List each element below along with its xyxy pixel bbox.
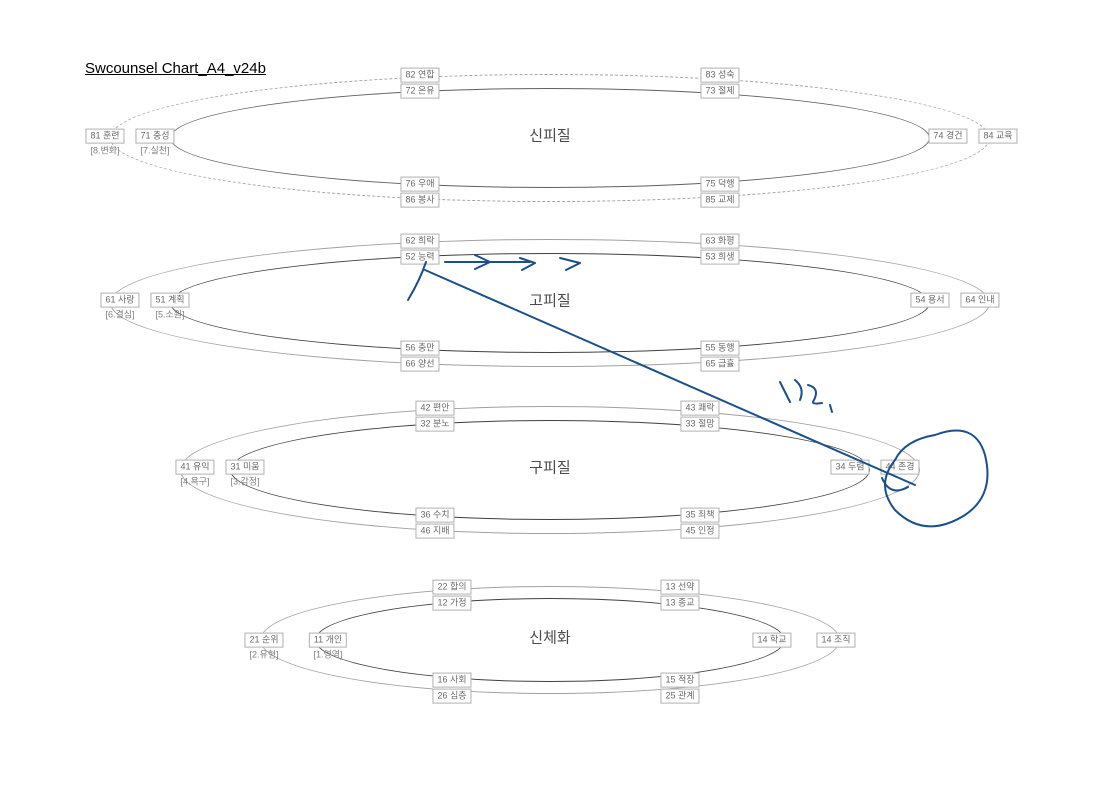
chart-title: Swcounsel Chart_A4_v24b <box>85 60 266 77</box>
node-box-32: 32 분노 <box>415 417 454 432</box>
layer-label: 고피질 <box>529 290 570 311</box>
node-box-22: 22 합의 <box>432 580 471 595</box>
node-box-15: 15 적장 <box>660 673 699 688</box>
node-box-43: 43 쾌락 <box>680 401 719 416</box>
node-box-44: 44 존경 <box>880 460 919 475</box>
node-box-76: 76 우애 <box>400 177 439 192</box>
node-box-34: 34 두렴 <box>830 460 869 475</box>
node-box-36: 36 수치 <box>415 508 454 523</box>
caption: [5.소원] <box>155 308 184 321</box>
layer-label: 구피질 <box>529 457 570 478</box>
caption: [7.실천] <box>140 144 169 157</box>
node-box-72: 72 온유 <box>400 84 439 99</box>
caption: [3.감정] <box>230 475 259 488</box>
node-box-51: 51 계획 <box>150 293 189 308</box>
node-box-41: 41 유익 <box>175 460 214 475</box>
node-box-65: 65 급휼 <box>700 357 739 372</box>
node-box-46: 46 지배 <box>415 524 454 539</box>
node-box-13: 13 종교 <box>660 596 699 611</box>
node-box-85: 85 교제 <box>700 193 739 208</box>
node-box-74: 74 경건 <box>928 129 967 144</box>
node-box-16: 16 사회 <box>432 673 471 688</box>
caption: [8.변화] <box>90 144 119 157</box>
node-box-86: 86 봉사 <box>400 193 439 208</box>
node-box-21: 21 순위 <box>244 633 283 648</box>
caption: [4.욕구] <box>180 475 209 488</box>
node-box-81: 81 훈련 <box>85 129 124 144</box>
node-box-25: 25 관계 <box>660 689 699 704</box>
node-box-83: 83 성숙 <box>700 68 739 83</box>
node-box-13s: 13 선약 <box>660 580 699 595</box>
layer-label: 신피질 <box>529 125 570 146</box>
node-box-62: 62 희락 <box>400 234 439 249</box>
node-box-45: 45 인정 <box>680 524 719 539</box>
node-box-63: 63 화평 <box>700 234 739 249</box>
node-box-11: 11 개인 <box>309 633 347 648</box>
node-box-12: 12 가정 <box>432 596 471 611</box>
layer-label: 신체화 <box>529 627 570 648</box>
node-box-14: 14 조직 <box>816 633 855 648</box>
caption: [6.결심] <box>105 308 134 321</box>
node-box-56: 56 충만 <box>400 341 439 356</box>
node-box-33: 33 절망 <box>680 417 719 432</box>
node-box-82: 82 연합 <box>400 68 439 83</box>
node-box-53: 53 희생 <box>700 250 739 265</box>
annotation-text_scribble <box>780 380 832 412</box>
node-box-26: 26 심층 <box>432 689 471 704</box>
node-box-52: 52 능력 <box>400 250 439 265</box>
node-box-42: 42 편안 <box>415 401 454 416</box>
caption: [1.영역] <box>313 648 342 661</box>
node-box-73: 73 절제 <box>700 84 739 99</box>
node-box-54: 54 용서 <box>910 293 949 308</box>
node-box-61: 61 사랑 <box>100 293 139 308</box>
node-box-55: 55 동행 <box>700 341 739 356</box>
node-box-31: 31 미움 <box>225 460 264 475</box>
node-box-71: 71 충성 <box>135 129 174 144</box>
node-box-14s: 14 학교 <box>752 633 791 648</box>
node-box-35: 35 죄책 <box>680 508 719 523</box>
node-box-84: 84 교육 <box>978 129 1017 144</box>
node-box-66: 66 양선 <box>400 357 439 372</box>
node-box-64: 64 인내 <box>960 293 999 308</box>
caption: [2.유형] <box>249 648 278 661</box>
node-box-75: 75 덕행 <box>700 177 739 192</box>
